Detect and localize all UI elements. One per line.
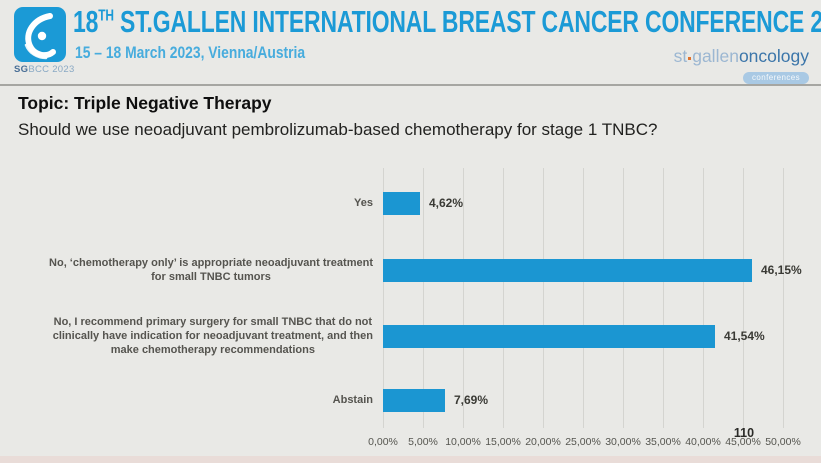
poll-bar — [383, 191, 420, 215]
conference-title: 18TH ST.GALLEN INTERNATIONAL BREAST CANC… — [73, 4, 821, 40]
orange-dot-icon — [688, 57, 692, 60]
title-number: 18 — [73, 4, 99, 39]
sgbcc-caption-sg: SG — [14, 64, 29, 75]
x-axis-tick-label: 30,00% — [605, 436, 641, 448]
brand-conferences-badge: conferences — [743, 72, 809, 84]
x-axis-tick-label: 40,00% — [685, 436, 721, 448]
category-label: No, I recommend primary surgery for smal… — [52, 316, 373, 356]
value-label: 4,62% — [429, 195, 464, 210]
title-ordinal: TH — [98, 6, 114, 25]
category-label: No, ‘chemotherapy only’ is appropriate n… — [49, 257, 373, 283]
topic-heading: Topic: Triple Negative Therapy — [18, 93, 272, 113]
poll-question: Should we use neoadjuvant pembrolizumab-… — [18, 120, 658, 139]
oncology-brand-logo: st gallenoncology conferences — [674, 46, 809, 85]
value-label: 41,54% — [724, 328, 765, 343]
brand-oncology: oncology — [738, 46, 809, 66]
sgbcc-caption-bcc: BCC 2023 — [28, 64, 75, 75]
x-axis-tick-label: 0,00% — [368, 436, 398, 448]
header-separator — [0, 84, 821, 86]
x-axis-tick-label: 35,00% — [645, 436, 681, 448]
category-label: Yes — [354, 197, 373, 209]
poll-bar — [383, 388, 445, 412]
gridline — [623, 168, 624, 428]
gridline — [503, 168, 504, 428]
conference-dates: 15 – 18 March 2023, Vienna/Austria — [75, 44, 306, 62]
poll-bar — [383, 324, 715, 348]
title-text: ST.GALLEN INTERNATIONAL BREAST CANCER CO… — [113, 4, 821, 39]
x-axis-tick-label: 50,00% — [765, 436, 801, 448]
value-label: 7,69% — [454, 392, 489, 407]
x-axis-tick-label: 5,00% — [408, 436, 438, 448]
x-axis-tick-label: 25,00% — [565, 436, 601, 448]
gridline — [383, 168, 384, 428]
gridline — [743, 168, 744, 428]
conference-header: SGBCC 2023 18TH ST.GALLEN INTERNATIONAL … — [0, 0, 821, 84]
brand-st: st — [673, 46, 688, 66]
bottom-strip — [0, 456, 821, 463]
brand-gallen: gallen — [692, 46, 739, 66]
sgbcc-logo-caption: SGBCC 2023 — [14, 64, 75, 75]
gridline — [783, 168, 784, 428]
x-axis-tick-label: 45,00% — [725, 436, 761, 448]
respondent-count: 110 — [733, 426, 755, 440]
gridline — [703, 168, 704, 428]
gridline — [423, 168, 424, 428]
x-axis-tick-label: 20,00% — [525, 436, 561, 448]
x-axis-tick-label: 15,00% — [485, 436, 521, 448]
gridline — [463, 168, 464, 428]
gridline — [663, 168, 664, 428]
category-label: Abstain — [332, 394, 373, 406]
poll-bar-chart: 0,00% 5,00% 10,00% 15,00% 20,00% 25,00% 30,00%… — [0, 165, 821, 456]
sgbcc-logo-icon — [14, 7, 66, 62]
poll-bar — [383, 258, 752, 282]
gridline — [543, 168, 544, 428]
value-label: 46,15% — [761, 262, 802, 277]
gridline — [583, 168, 584, 428]
oncology-brand-text: st gallenoncology — [674, 46, 809, 67]
x-axis-tick-label: 10,00% — [445, 436, 481, 448]
